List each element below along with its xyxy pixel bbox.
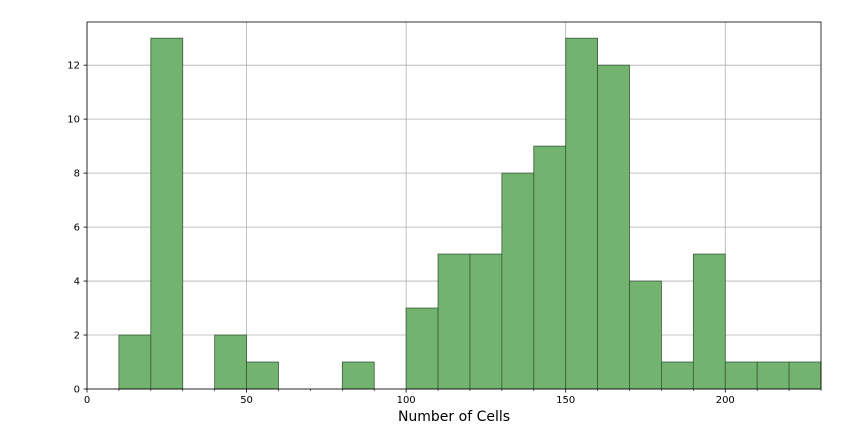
histogram-bar bbox=[150, 37, 184, 390]
histogram-bar bbox=[214, 334, 247, 390]
histogram-bar bbox=[629, 280, 662, 390]
x-tick-label: 150 bbox=[556, 395, 575, 406]
histogram-bar bbox=[565, 37, 599, 390]
y-tick-label: 0 bbox=[74, 385, 80, 396]
histogram-bar bbox=[501, 172, 535, 390]
x-axis-label: Number of Cells bbox=[398, 409, 510, 425]
histogram-bar bbox=[437, 253, 471, 390]
histogram-bar bbox=[533, 145, 567, 390]
histogram-bar bbox=[756, 361, 790, 390]
histogram-bar bbox=[692, 253, 726, 390]
histogram-bars bbox=[118, 37, 822, 390]
plot-frame bbox=[86, 21, 822, 390]
y-tick-label: 12 bbox=[67, 61, 80, 72]
y-tick-label: 8 bbox=[74, 169, 80, 180]
histogram-bar bbox=[788, 361, 822, 390]
y-tick-label: 6 bbox=[74, 223, 80, 234]
histogram-bar bbox=[246, 361, 279, 390]
x-tick-label: 200 bbox=[716, 395, 735, 406]
axis-ticks: 0 50 100 150 200 0 2 4 6 8 10 12 bbox=[67, 61, 822, 406]
histogram-bar bbox=[724, 361, 758, 390]
histogram-bar bbox=[118, 334, 152, 390]
histogram-bar bbox=[405, 307, 439, 390]
x-tick-label: 100 bbox=[397, 395, 416, 406]
y-tick-label: 4 bbox=[74, 277, 80, 288]
histogram-bar bbox=[661, 361, 694, 390]
histogram-bar bbox=[597, 64, 630, 390]
y-tick-label: 2 bbox=[74, 331, 80, 342]
histogram-bar bbox=[341, 361, 375, 390]
x-tick-label: 50 bbox=[240, 395, 253, 406]
y-tick-label: 10 bbox=[67, 115, 80, 126]
x-tick-label: 0 bbox=[84, 395, 90, 406]
histogram-bar bbox=[469, 253, 503, 390]
